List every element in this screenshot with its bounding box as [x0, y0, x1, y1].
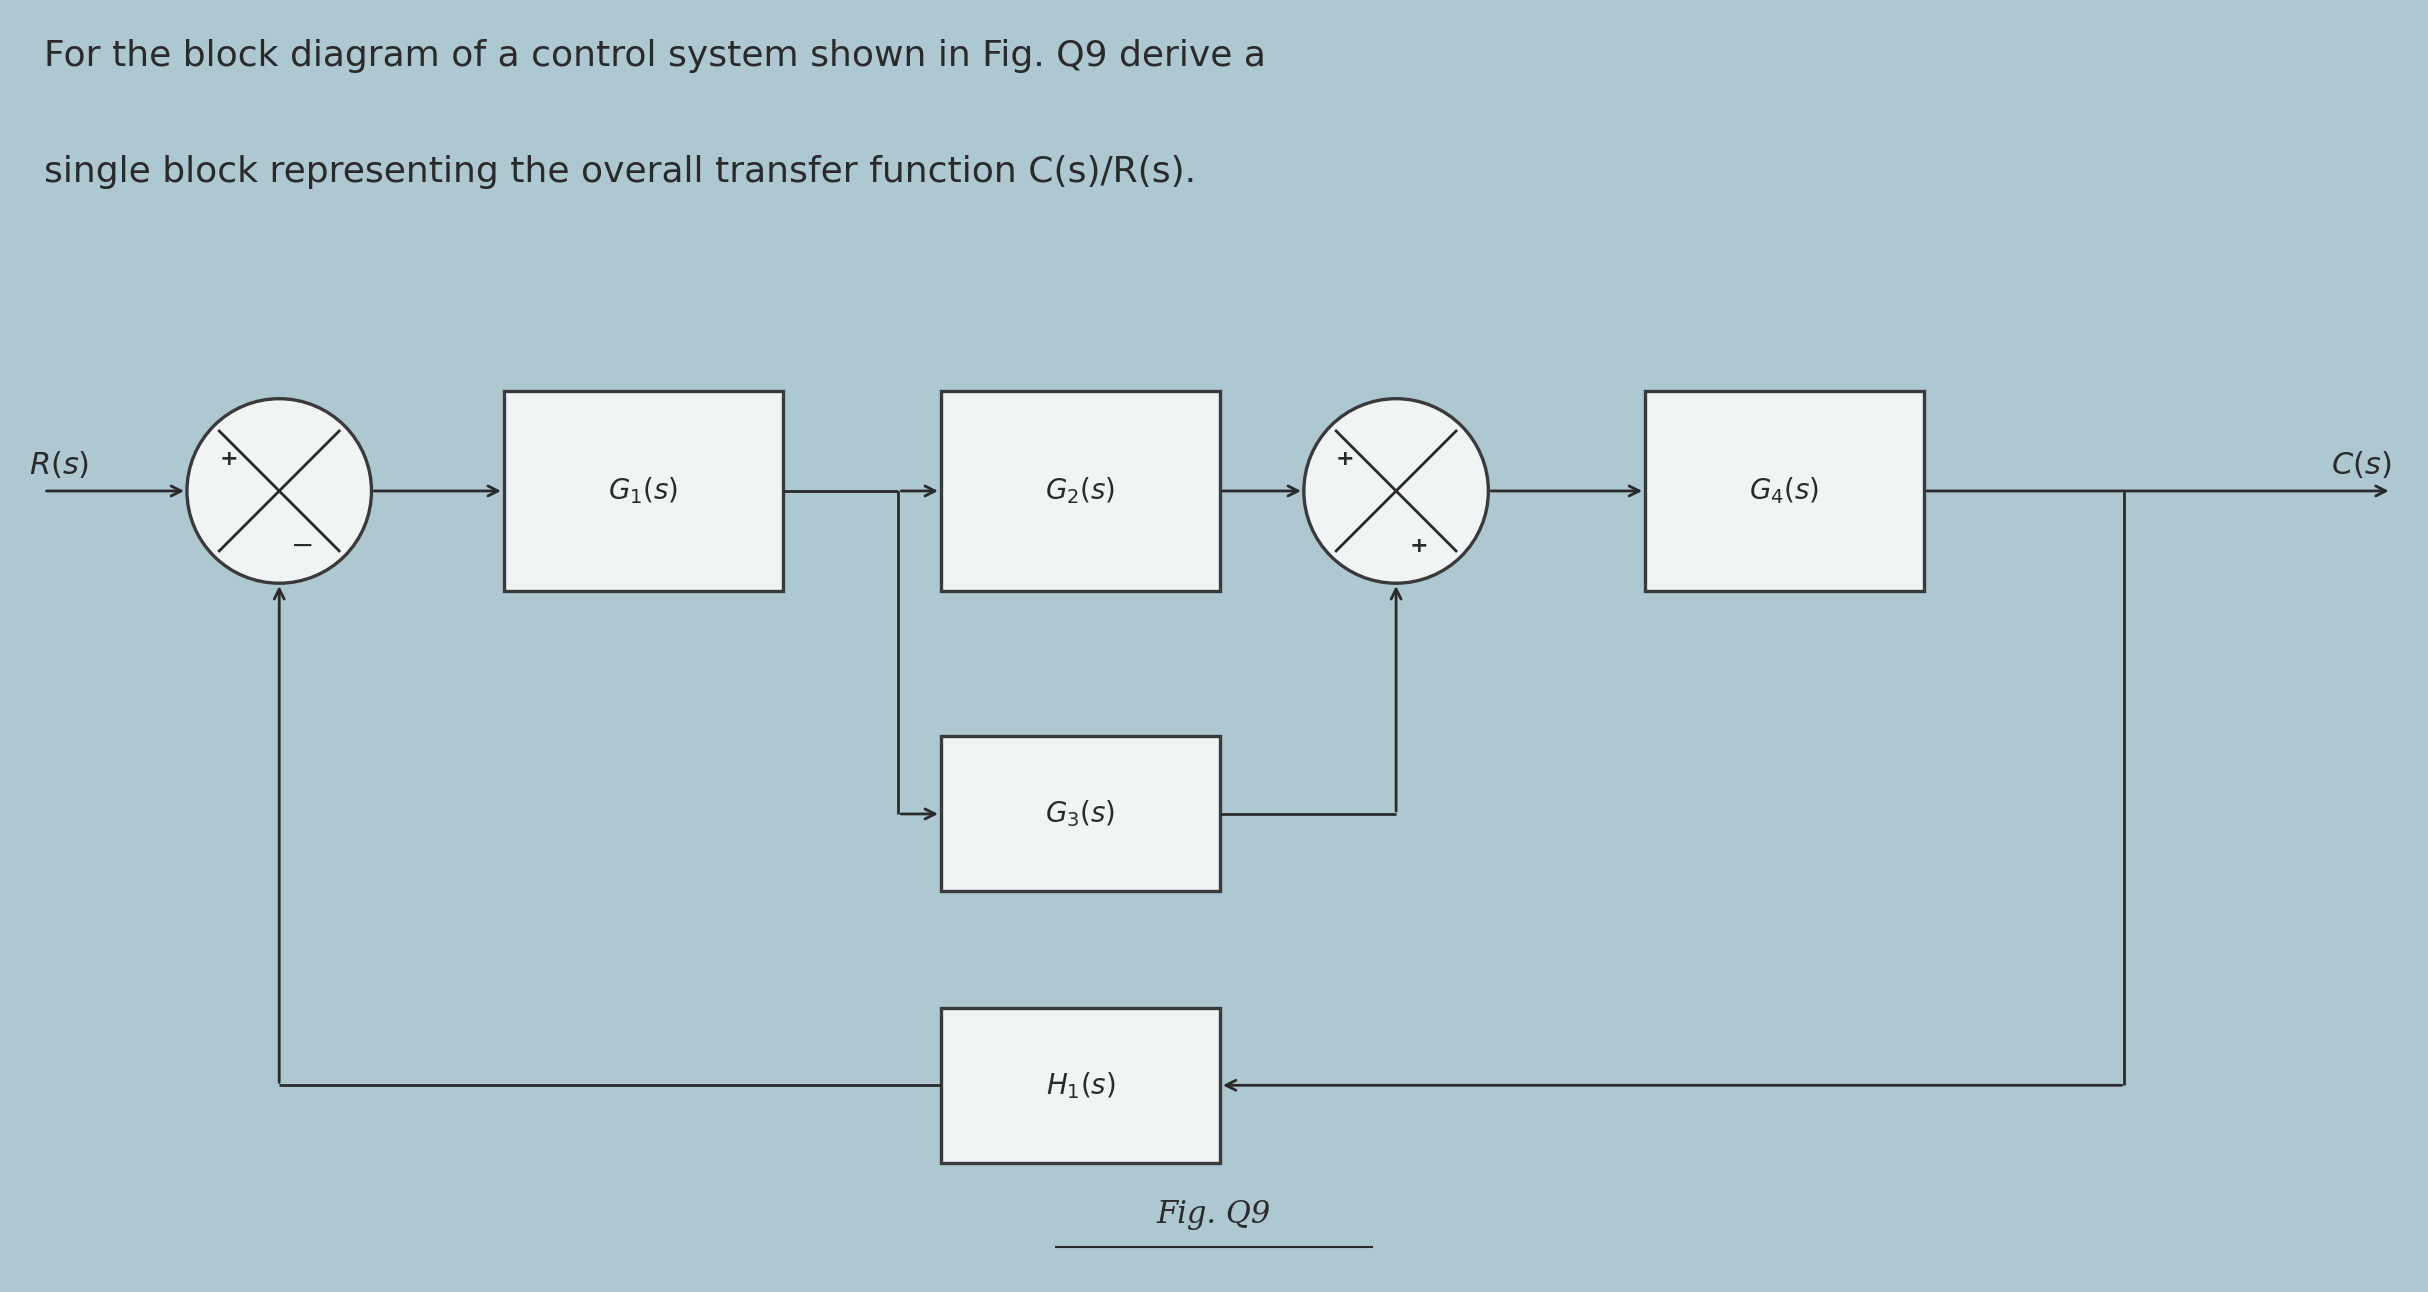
Text: $G_1(s)$: $G_1(s)$: [609, 475, 677, 506]
Text: Fig. Q9: Fig. Q9: [1156, 1199, 1272, 1230]
Text: $G_3(s)$: $G_3(s)$: [1046, 798, 1114, 829]
Ellipse shape: [1304, 399, 1488, 583]
Bar: [940, 391, 1219, 592]
Text: single block representing the overall transfer function C(s)/R(s).: single block representing the overall tr…: [44, 155, 1197, 189]
Text: $H_1(s)$: $H_1(s)$: [1046, 1070, 1114, 1101]
Text: +: +: [219, 448, 238, 469]
Bar: [940, 1008, 1219, 1163]
Bar: [1644, 391, 1923, 592]
Text: +: +: [1335, 448, 1355, 469]
Text: $R(s)$: $R(s)$: [29, 450, 90, 481]
Text: −: −: [291, 532, 313, 561]
Text: $C(s)$: $C(s)$: [2331, 450, 2392, 481]
Text: +: +: [1411, 536, 1428, 557]
Text: $G_4(s)$: $G_4(s)$: [1751, 475, 1819, 506]
Text: For the block diagram of a control system shown in Fig. Q9 derive a: For the block diagram of a control syste…: [44, 39, 1265, 72]
Ellipse shape: [187, 399, 371, 583]
Bar: [505, 391, 782, 592]
Bar: [940, 736, 1219, 891]
Text: $G_2(s)$: $G_2(s)$: [1046, 475, 1114, 506]
